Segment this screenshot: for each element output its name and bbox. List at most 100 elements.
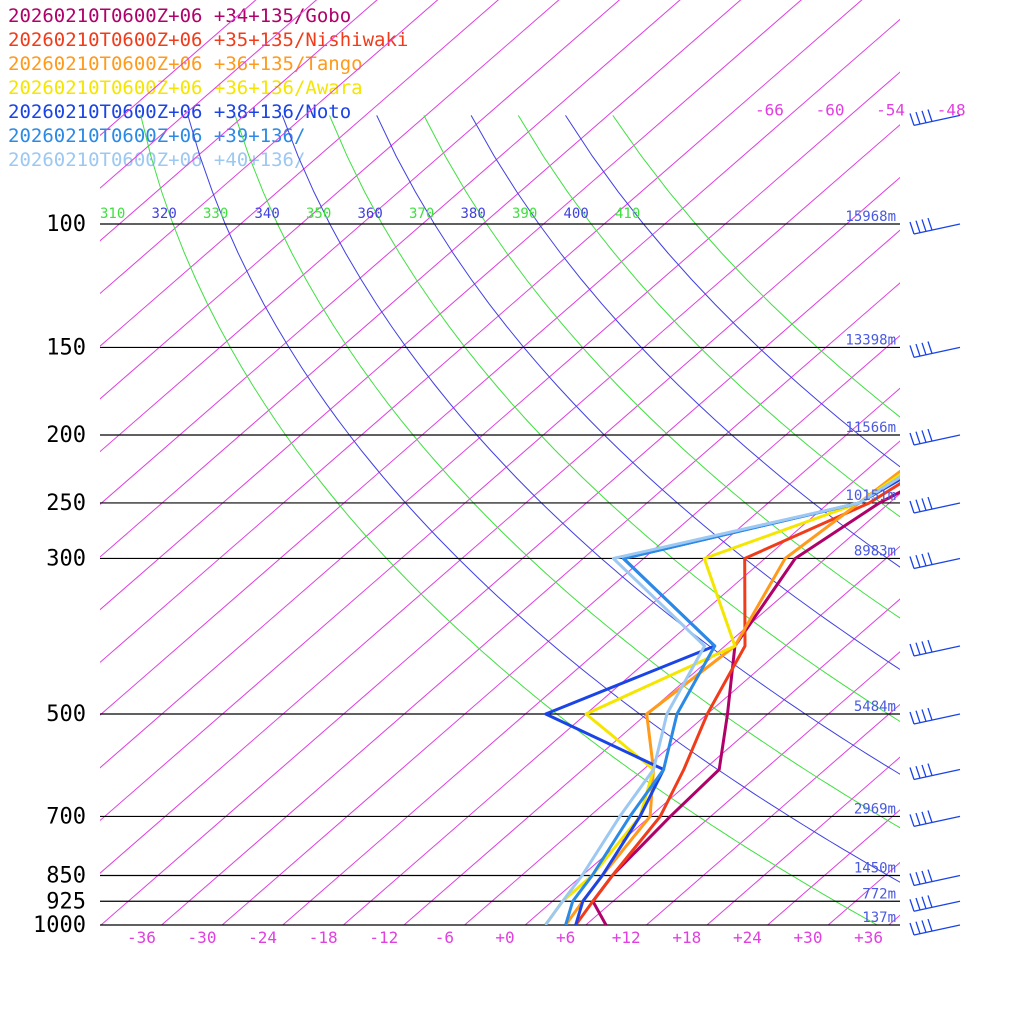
theta-label: 330 [203,206,228,222]
upper-temperature-label: -54 [876,100,905,119]
legend-entry: 20260210T0600Z+06 +38+136/Noto [8,101,352,123]
isotherm-line [100,0,560,400]
pressure-label: 150 [46,335,86,360]
legend-entry: 20260210T0600Z+06 +36+135/Tango [8,53,363,75]
height-label: 15968m [845,209,896,225]
pressure-label: 700 [46,804,86,829]
legend-entry: 20260210T0600Z+06 +34+135/Gobo [8,5,352,27]
height-label: 10151m [845,488,896,504]
upper-temperature-label: -60 [816,100,845,119]
wind-barb [909,639,961,657]
theta-line [140,115,878,925]
wind-barb [909,763,961,781]
height-label: 5484m [854,699,896,715]
temperature-tick: -12 [369,928,398,947]
pressure-label: 200 [46,423,86,448]
wind-barb [909,428,961,446]
isotherm-line [706,756,900,925]
theta-label: 380 [461,206,486,222]
theta-label: 360 [358,206,383,222]
isotherm-line [100,0,499,347]
isotherm-line [403,493,900,925]
height-label: 13398m [845,332,896,348]
wind-barb [909,707,961,725]
pressure-label: 1000 [33,913,86,938]
isotherm-line [100,0,318,189]
isotherm-line [221,334,900,925]
theta-line [234,115,900,829]
temperature-tick: -6 [435,928,454,947]
upper-temperature-label: -66 [755,100,784,119]
isotherm-line [100,229,900,925]
isotherm-line [100,0,439,295]
isotherm-line [464,545,900,925]
isotherm-line [827,861,900,925]
wind-barb [909,217,961,235]
legend-entry: 20260210T0600Z+06 +36+136/Awara [8,77,363,99]
legend-entry: 20260210T0600Z+06 +35+135/Nishiwaki [8,29,409,51]
height-label: 1450m [854,861,896,877]
theta-line [329,115,900,723]
temperature-tick: -18 [309,928,338,947]
height-label: 11566m [845,420,896,436]
wind-barb [909,341,961,359]
upper-temperature-label: -48 [937,100,966,119]
temperature-tick: -36 [127,928,156,947]
temperature-tick: -30 [188,928,217,947]
theta-line [376,115,900,671]
theta-line [187,115,900,883]
temperature-tick: +0 [495,928,514,947]
wind-barb [909,918,961,936]
height-label: 8983m [854,543,896,559]
temperature-tick: +30 [794,928,823,947]
temperature-tick: +24 [733,928,762,947]
pressure-label: 100 [46,212,86,237]
theta-line [281,115,900,775]
height-label: 2969m [854,801,896,817]
series-line [544,475,900,925]
isotherm-line [100,124,900,822]
pressure-label: 300 [46,546,86,571]
pressure-label: 500 [46,702,86,727]
isotherm-line [949,0,1024,925]
theta-line [517,115,900,518]
series-line [574,481,900,925]
pressure-label: 850 [46,864,86,889]
theta-line [423,115,900,619]
theta-label: 400 [564,206,589,222]
isotherm-line [100,0,742,558]
isotherm-line [1010,0,1024,925]
theta-label: 410 [615,206,640,222]
height-label: 137m [862,910,896,926]
isotherm-line [100,0,257,137]
legend: 20260210T0600Z+06 +34+135/Gobo 20260210T… [8,4,408,172]
theta-label: 370 [409,206,434,222]
theta-line [565,115,900,468]
height-label: 772m [862,886,896,902]
temperature-tick: +18 [672,928,701,947]
temperature-tick: +36 [854,928,883,947]
theta-label: 390 [512,206,537,222]
wind-barb [909,895,961,912]
isotherm-line [888,914,900,925]
theta-line [612,115,900,418]
isotherm-line [100,0,621,453]
temperature-tick: +12 [612,928,641,947]
isotherm-line [343,440,900,925]
wind-barb [909,109,961,127]
isotherm-line [585,651,900,925]
isotherm-line [100,0,802,611]
isotherm-line [646,703,900,925]
series-line [564,469,900,925]
wind-barb [909,810,961,828]
theta-label: 350 [306,206,331,222]
wind-barb [909,869,961,887]
temperature-tick: -24 [248,928,277,947]
pressure-label: 925 [46,889,86,914]
theta-label: 320 [152,206,177,222]
temperature-tick: +6 [556,928,575,947]
theta-label: 340 [255,206,280,222]
wind-barb [909,496,961,514]
wind-barb [909,552,961,570]
